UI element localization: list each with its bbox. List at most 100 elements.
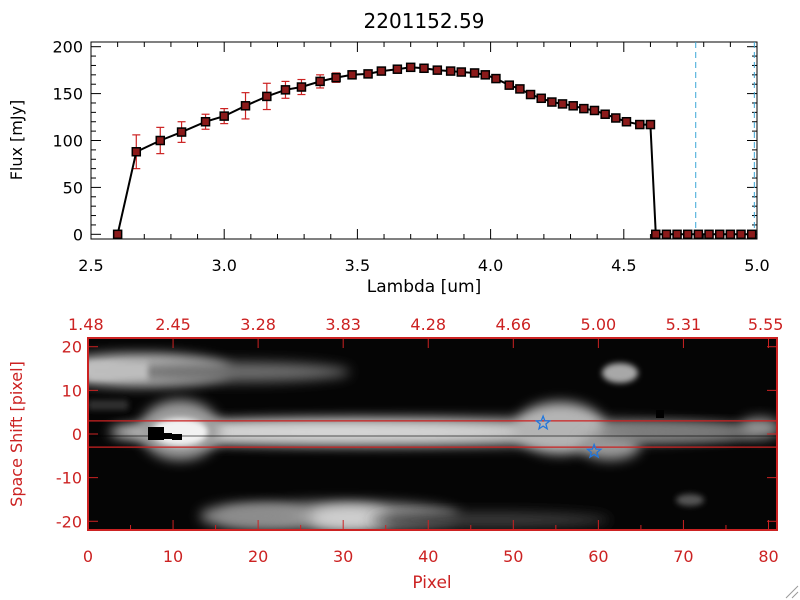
- data-point: [240, 101, 251, 111]
- data-point: [736, 229, 746, 240]
- data-point: [589, 105, 600, 116]
- y-axis-label: Flux [mJy]: [7, 100, 26, 181]
- data-point: [557, 99, 568, 109]
- error-bars: [132, 63, 655, 170]
- data-point: [432, 65, 443, 75]
- source-markers: [534, 414, 603, 459]
- image-y-tick-label: 0: [72, 425, 82, 444]
- data-point: [219, 111, 229, 121]
- image-top-wavelength-ticks: 1.48 2.45 3.28 3.83 4.28 4.66 5.00 5.31 5.55: [68, 315, 783, 348]
- resize-grip-icon: [785, 585, 799, 599]
- x-axis-ticks: 2.5 3.0 3.5 4.0 4.5 5.0: [78, 42, 770, 275]
- data-point: [515, 84, 525, 94]
- y-tick-label: 0: [73, 225, 83, 244]
- wavelength-tick-label: 5.31: [666, 315, 702, 334]
- x-tick-label: 3.5: [345, 256, 370, 275]
- data-point: [262, 91, 272, 102]
- data-point: [176, 127, 187, 137]
- data-point: [579, 103, 589, 114]
- data-point: [331, 72, 341, 83]
- data-point: [714, 229, 725, 240]
- data-point: [469, 68, 480, 78]
- image-x-tick-label: 10: [163, 547, 183, 566]
- data-point: [280, 85, 291, 95]
- image-x-tick-label: 0: [83, 547, 93, 566]
- data-point: [547, 97, 557, 107]
- image-x-tick-label: 70: [673, 547, 693, 566]
- image-y-tick-label: -20: [56, 512, 82, 531]
- y-tick-label: 150: [52, 85, 83, 104]
- image-x-tick-label: 40: [418, 547, 438, 566]
- image-y-tick-label: 10: [62, 381, 82, 400]
- data-point: [651, 229, 661, 240]
- image-y-axis-label: Space Shift [pixel]: [7, 361, 26, 507]
- data-point: [363, 69, 373, 79]
- y-tick-label: 100: [52, 132, 83, 151]
- data-point: [480, 70, 491, 80]
- data-point: [645, 119, 656, 130]
- data-point: [112, 229, 123, 240]
- wavelength-tick-label: 2.45: [155, 315, 191, 334]
- data-point: [693, 229, 704, 240]
- data-point: [296, 82, 307, 92]
- image-x-tick-label: 30: [333, 547, 353, 566]
- spectrum-markers: [112, 62, 757, 240]
- data-point: [611, 113, 621, 123]
- y-tick-label: 50: [63, 178, 83, 197]
- data-point: [315, 76, 325, 87]
- data-point: [525, 89, 536, 100]
- image-x-tick-label: 50: [503, 547, 523, 566]
- data-point: [419, 63, 429, 74]
- data-point: [621, 116, 632, 127]
- data-point: [131, 147, 142, 157]
- data-point: [200, 116, 211, 127]
- image-y-tick-label: 20: [62, 338, 82, 357]
- extraction-aperture-lines: [88, 420, 777, 448]
- data-point: [600, 109, 610, 119]
- data-point: [568, 101, 578, 111]
- image-x-tick-label: 60: [588, 547, 608, 566]
- cutoff-lines: [695, 42, 755, 239]
- data-point: [725, 229, 736, 240]
- data-point: [672, 229, 682, 240]
- data-point: [456, 67, 467, 77]
- data-point: [445, 66, 456, 76]
- wavelength-tick-label: 1.48: [68, 315, 104, 334]
- image-y-axis-ticks: -20 -10 0 10 20: [56, 338, 777, 531]
- data-point: [392, 64, 403, 74]
- wavelength-tick-label: 3.28: [240, 315, 276, 334]
- data-point: [504, 80, 514, 90]
- image-x-tick-label: 80: [758, 547, 778, 566]
- spectrum-line: [116, 66, 752, 236]
- source-star-icon: [534, 414, 552, 431]
- data-point: [536, 93, 546, 104]
- y-tick-label: 200: [52, 38, 83, 57]
- data-point: [682, 229, 693, 240]
- data-point: [704, 229, 714, 240]
- spectral-image-plot: -20 -10 0 10 20 0 10 20 30 40 50 60 70 80 1.48 2.45 3.…: [7, 315, 783, 593]
- spectrum-plot: 2201152.59 0 50 100 150 200 2.5 3.0 3.5 4.0 4.5 5…: [7, 9, 770, 297]
- chart-title: 2201152.59: [364, 9, 485, 33]
- wavelength-tick-label: 4.28: [410, 315, 446, 334]
- x-axis-label: Lambda [um]: [367, 277, 481, 297]
- x-tick-label: 4.5: [611, 256, 636, 275]
- data-point: [635, 119, 645, 130]
- image-x-axis-label: Pixel: [412, 573, 451, 593]
- wavelength-tick-label: 5.55: [748, 315, 784, 334]
- x-tick-label: 5.0: [744, 256, 769, 275]
- x-tick-label: 2.5: [78, 256, 103, 275]
- data-point: [376, 66, 387, 76]
- data-point: [155, 135, 166, 146]
- wavelength-tick-label: 3.83: [325, 315, 361, 334]
- image-x-tick-label: 20: [248, 547, 268, 566]
- data-point: [661, 229, 672, 240]
- data-point: [405, 62, 416, 73]
- data-point: [347, 70, 357, 80]
- source-star-icon: [585, 442, 603, 459]
- spectral-image: [88, 338, 777, 530]
- image-y-tick-label: -10: [56, 469, 82, 488]
- wavelength-tick-label: 5.00: [581, 315, 617, 334]
- x-tick-label: 3.0: [211, 256, 236, 275]
- image-x-axis-ticks: 0 10 20 30 40 50 60 70 80: [83, 520, 779, 566]
